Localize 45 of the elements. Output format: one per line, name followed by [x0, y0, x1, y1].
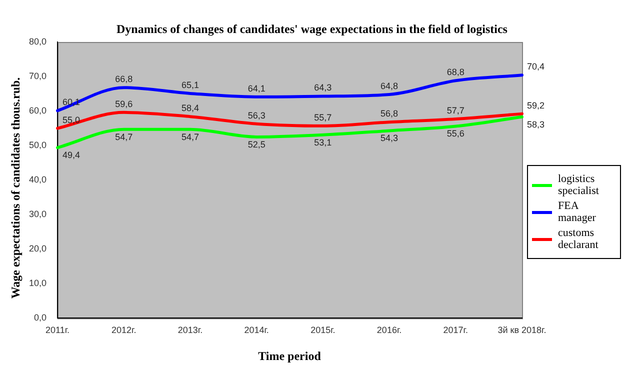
- x-tick-label: 2012г.: [112, 325, 136, 336]
- data-label: 57,7: [446, 105, 464, 116]
- y-axis-title: Wage expectations of candidates thous.rub.: [8, 77, 24, 299]
- x-tick-label: 2014г.: [244, 325, 269, 336]
- data-label: 58,3: [527, 119, 545, 130]
- data-label: 59,2: [527, 100, 545, 110]
- data-label: 56,8: [380, 108, 398, 119]
- data-label: 64,1: [248, 83, 266, 94]
- data-label: 52,5: [248, 139, 266, 150]
- data-label: 56,3: [248, 110, 266, 120]
- data-label: 55,6: [446, 128, 464, 139]
- legend-label: customs declarant: [558, 227, 600, 251]
- x-tick-label: 2016г.: [376, 325, 402, 336]
- y-tick-label: 10,0: [28, 278, 47, 288]
- x-tick-label: 2015г.: [310, 325, 336, 336]
- data-label: 65,1: [181, 80, 199, 90]
- data-label: 49,4: [62, 150, 80, 160]
- data-label: 53,1: [314, 137, 332, 148]
- y-tick-label: 40,0: [28, 174, 47, 185]
- data-label: 55,7: [314, 112, 332, 122]
- data-label: 54,7: [115, 132, 133, 142]
- x-tick-label: 2013г.: [178, 325, 203, 336]
- data-label: 64,8: [380, 80, 398, 91]
- legend-label: logistics specialist: [558, 173, 600, 197]
- x-tick-label: 2017г.: [443, 325, 468, 336]
- y-tick-label: 60,0: [28, 106, 47, 116]
- data-label: 54,7: [181, 132, 199, 142]
- chart-title: Dynamics of changes of candidates' wage expectations in the field of logistics: [116, 22, 508, 37]
- x-tick-label: 3й кв 2018г.: [498, 325, 546, 336]
- y-tick-label: 0,0: [34, 312, 47, 323]
- y-tick-label: 30,0: [28, 209, 47, 220]
- data-label: 55,0: [62, 114, 80, 125]
- x-tick-label: 2011г.: [45, 325, 70, 336]
- data-label: 54,3: [380, 133, 398, 144]
- data-label: 59,6: [115, 98, 133, 109]
- data-label: 70,4: [527, 62, 545, 72]
- y-tick-label: 70,0: [28, 71, 47, 82]
- x-axis-title: Time period: [257, 349, 322, 364]
- data-label: 58,4: [181, 103, 199, 114]
- data-label: 66,8: [115, 74, 133, 84]
- y-tick-label: 80,0: [28, 36, 47, 46]
- y-tick-label: 20,0: [28, 244, 47, 254]
- y-tick-label: 50,0: [28, 140, 47, 150]
- data-label: 68,8: [446, 67, 464, 78]
- data-label: 64,3: [314, 82, 332, 93]
